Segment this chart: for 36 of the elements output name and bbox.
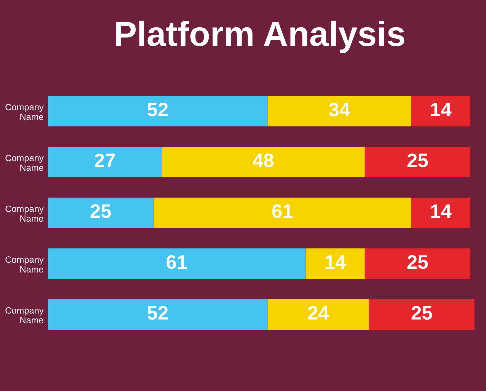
data-label: 14 bbox=[431, 204, 452, 218]
data-label: 25 bbox=[412, 306, 432, 320]
y-tick-label: Company Name bbox=[6, 104, 44, 120]
y-tick-label: Company Name bbox=[6, 206, 44, 222]
bar bbox=[364, 248, 471, 280]
data-label: 14 bbox=[431, 103, 452, 116]
data-label: 24 bbox=[308, 306, 330, 320]
data-label: 27 bbox=[95, 154, 116, 168]
bar bbox=[411, 198, 471, 228]
data-label: 61 bbox=[166, 255, 188, 270]
data-label: 25 bbox=[408, 255, 428, 270]
data-label: 14 bbox=[326, 256, 346, 269]
bar bbox=[154, 198, 412, 228]
bar bbox=[306, 248, 365, 280]
bar bbox=[48, 147, 162, 178]
y-tick-label: Company Name bbox=[6, 155, 44, 172]
bar bbox=[48, 248, 306, 280]
chart-title: Platform Analysis bbox=[116, 20, 405, 54]
data-label: 52 bbox=[148, 102, 168, 117]
bar bbox=[411, 96, 471, 127]
y-tick-label: Company Name bbox=[6, 256, 44, 273]
bar bbox=[364, 147, 471, 178]
bar bbox=[162, 147, 365, 178]
bar bbox=[369, 300, 475, 330]
data-label: 25 bbox=[408, 154, 428, 168]
bar bbox=[48, 96, 268, 127]
bar bbox=[48, 198, 154, 228]
data-label: 48 bbox=[253, 154, 274, 168]
bar bbox=[268, 96, 412, 127]
data-label: 34 bbox=[329, 102, 350, 117]
bar bbox=[268, 300, 370, 330]
bar bbox=[48, 300, 268, 330]
data-label: 52 bbox=[148, 306, 168, 320]
data-label: 61 bbox=[272, 204, 293, 218]
y-tick-label: Company Name bbox=[6, 308, 44, 324]
data-label: 25 bbox=[90, 204, 112, 218]
